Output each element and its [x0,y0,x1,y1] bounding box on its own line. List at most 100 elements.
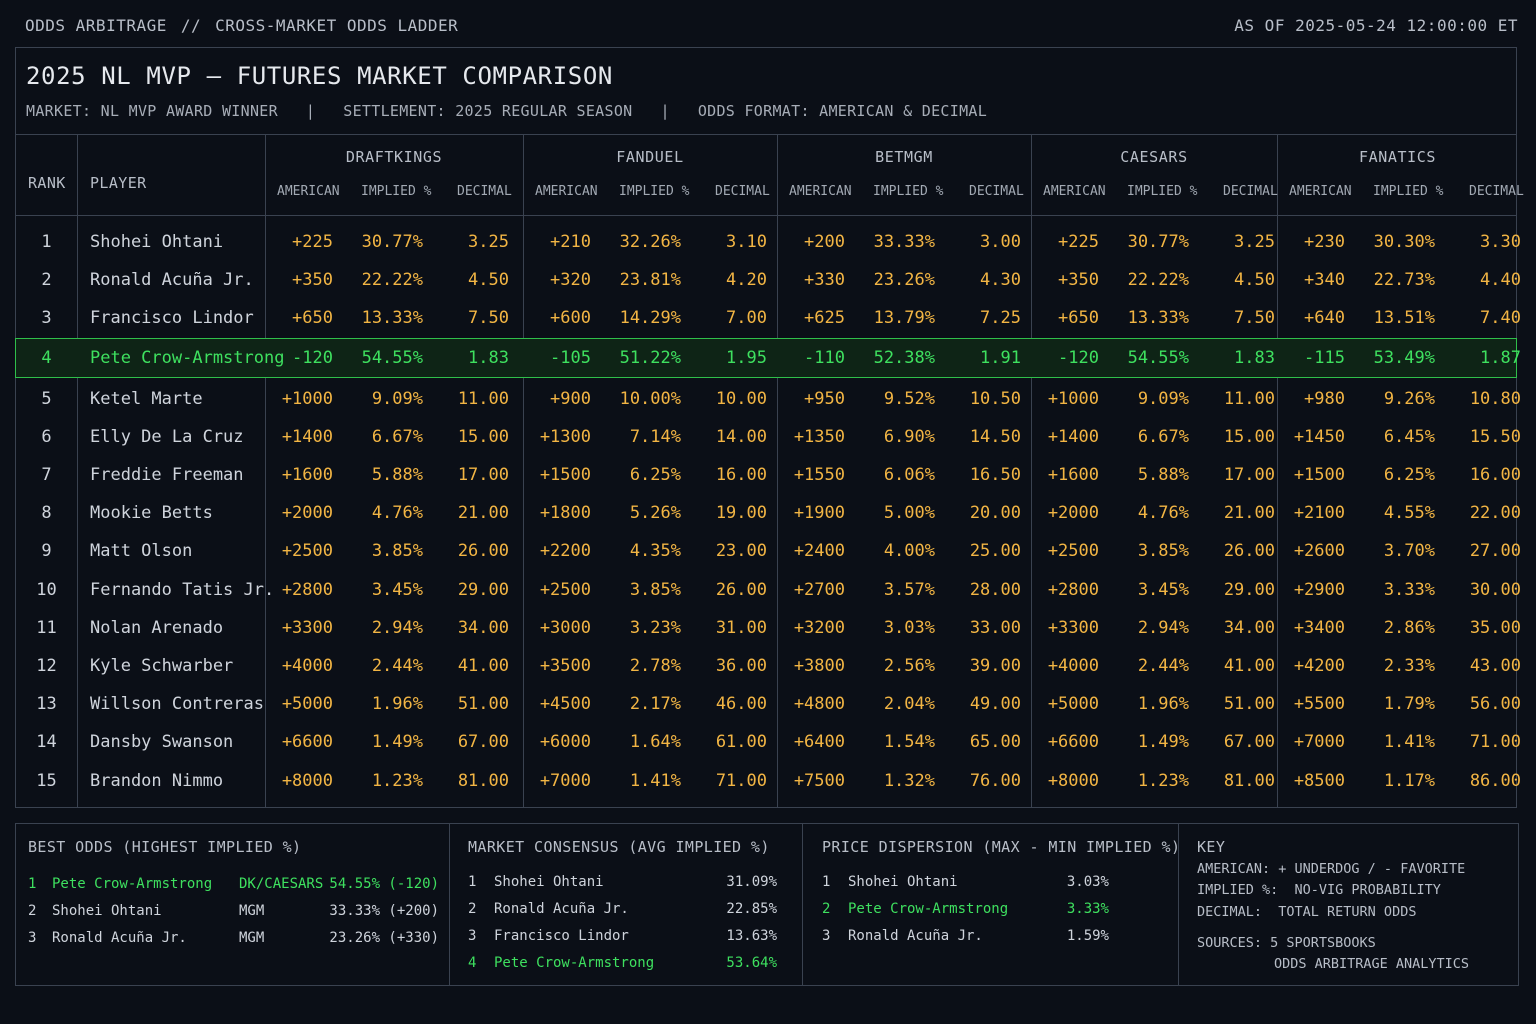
table-row[interactable]: 13 Willson Contreras +5000 1.96% 51.00 +4500 2… [16,685,1521,723]
decimal-odds: 16.00 [1469,465,1521,485]
consensus-n: 1 [468,874,477,890]
consensus-player: Francisco Lindor [494,928,629,944]
dispersion-player: Shohei Ohtani [848,874,958,890]
table-row[interactable]: 9 Matt Olson +2500 3.85% 26.00 +2200 4.35% 23.0… [16,532,1521,570]
american-odds: +225 [1058,232,1099,252]
subheader-decimal: DECIMAL [715,184,770,199]
american-odds: +980 [1304,389,1345,409]
decimal-odds: 71.00 [1469,732,1521,752]
decimal-odds: 86.00 [1469,771,1521,791]
table-row[interactable]: 3 Francisco Lindor +650 13.33% 7.50 +600 14.29… [16,299,1521,337]
decimal-odds: 11.00 [457,389,509,409]
implied-prob: 5.26% [629,503,681,523]
table-row[interactable]: 8 Mookie Betts +2000 4.76% 21.00 +1800 5.26% 19… [16,494,1521,532]
decimal-odds: 33.00 [969,618,1021,638]
dispersion-item: 1 Shohei Ohtani 3.03% [815,874,1169,896]
best-odds-book: MGM [239,903,265,919]
implied-prob: 2.86% [1383,618,1435,638]
table-row[interactable]: 7 Freddie Freeman +1600 5.88% 17.00 +1500 6.25… [16,456,1521,494]
decimal-odds: 30.00 [1469,580,1521,600]
decimal-odds: 10.80 [1469,389,1521,409]
implied-prob: 6.06% [883,465,935,485]
best-odds-n: 3 [28,930,37,946]
subheader-implied: IMPLIED % [873,184,944,199]
american-odds: +2200 [539,541,591,561]
best-odds-n: 1 [28,876,37,892]
subheader-american: AMERICAN [1043,184,1106,199]
best-odds-item: 2 Shohei Ohtani MGM 33.33% (+200) [28,903,439,925]
best-odds-item: 1 Pete Crow-Armstrong DK/CAESARS 54.55% (-1… [28,876,439,898]
table-row[interactable]: 15 Brandon Nimmo +8000 1.23% 81.00 +7000 1.41%… [16,762,1521,800]
header-divider [16,215,1516,216]
american-odds: +1000 [281,389,333,409]
decimal-odds: 7.25 [980,308,1021,328]
decimal-odds: 65.00 [969,732,1021,752]
table-row[interactable]: 1 Shohei Ohtani +225 30.77% 3.25 +210 32.26% 3.… [16,223,1521,261]
table-row[interactable]: 4 Pete Crow-Armstrong -120 54.55% 1.83 -105 51… [15,338,1521,378]
best-odds-item: 3 Ronald Acuña Jr. MGM 23.26% (+330) [28,930,439,952]
american-odds: +2500 [1047,541,1099,561]
implied-prob: 51.22% [619,348,681,368]
rank-cell: 4 [41,348,52,368]
column-divider [77,134,78,807]
implied-prob: 3.85% [1137,541,1189,561]
table-row[interactable]: 10 Fernando Tatis Jr. +2800 3.45% 29.00 +2500… [16,571,1521,609]
breadcrumb-separator: // [180,16,202,35]
consensus-item: 2 Ronald Acuña Jr. 22.85% [462,901,793,923]
decimal-odds: 81.00 [1223,771,1275,791]
implied-prob: 1.41% [1383,732,1435,752]
american-odds: +1400 [1047,427,1099,447]
american-odds: +950 [804,389,845,409]
implied-prob: 54.55% [361,348,423,368]
book-header-draftkings: DRAFTKINGS [345,148,443,166]
table-row[interactable]: 12 Kyle Schwarber +4000 2.44% 41.00 +3500 2.78… [16,647,1521,685]
decimal-odds: 25.00 [969,541,1021,561]
table-row[interactable]: 2 Ronald Acuña Jr. +350 22.22% 4.50 +320 23.81… [16,261,1521,299]
implied-prob: 4.00% [883,541,935,561]
key-heading: KEY [1197,838,1226,856]
decimal-odds: 22.00 [1469,503,1521,523]
column-divider [1031,134,1032,807]
rank-cell: 11 [36,618,57,638]
best-odds-heading: BEST ODDS (HIGHEST IMPLIED %) [28,838,302,856]
implied-prob: 9.09% [1137,389,1189,409]
implied-prob: 1.23% [371,771,423,791]
column-divider [1277,134,1278,807]
implied-prob: 53.49% [1373,348,1435,368]
dispersion-section: PRICE DISPERSION (MAX - MIN IMPLIED %) 1… [802,824,1180,985]
american-odds: +625 [804,308,845,328]
consensus-value: 31.09% [726,874,777,890]
table-row[interactable]: 14 Dansby Swanson +6600 1.49% 67.00 +6000 1.64… [16,723,1521,761]
key-sources: SOURCES: 5 SPORTSBOOKS [1197,935,1376,951]
american-odds: +5500 [1293,694,1345,714]
decimal-odds: 34.00 [457,618,509,638]
implied-prob: 5.88% [371,465,423,485]
american-odds: +2500 [539,580,591,600]
implied-prob: 6.45% [1383,427,1435,447]
table-row[interactable]: 5 Ketel Marte +1000 9.09% 11.00 +900 10.00% 10.… [16,380,1521,418]
consensus-section: MARKET CONSENSUS (AVG IMPLIED %) 1 Shohei… [449,824,803,985]
best-odds-section: BEST ODDS (HIGHEST IMPLIED %) 1 Pete Crow… [16,824,449,985]
american-odds: +2900 [1293,580,1345,600]
book-header-fanduel: FANDUEL [616,148,684,166]
table-row[interactable]: 6 Elly De La Cruz +1400 6.67% 15.00 +1300 7.14… [16,418,1521,456]
decimal-odds: 14.50 [969,427,1021,447]
american-odds: +2400 [793,541,845,561]
american-odds: +8000 [281,771,333,791]
implied-prob: 3.85% [371,541,423,561]
player-name: Francisco Lindor [90,308,254,328]
dispersion-player: Ronald Acuña Jr. [848,928,983,944]
book-header-betmgm: BETMGM [875,148,933,166]
decimal-odds: 49.00 [969,694,1021,714]
american-odds: +7000 [1293,732,1345,752]
implied-prob: 22.22% [1127,270,1189,290]
implied-prob: 10.00% [619,389,681,409]
subheader-american: AMERICAN [1289,184,1352,199]
implied-prob: 3.03% [883,618,935,638]
decimal-odds: 3.00 [980,232,1021,252]
subheader-implied: IMPLIED % [619,184,690,199]
table-row[interactable]: 11 Nolan Arenado +3300 2.94% 34.00 +3000 3.23%… [16,609,1521,647]
decimal-odds: 1.95 [726,348,767,368]
rank-cell: 15 [36,771,57,791]
american-odds: +3000 [539,618,591,638]
